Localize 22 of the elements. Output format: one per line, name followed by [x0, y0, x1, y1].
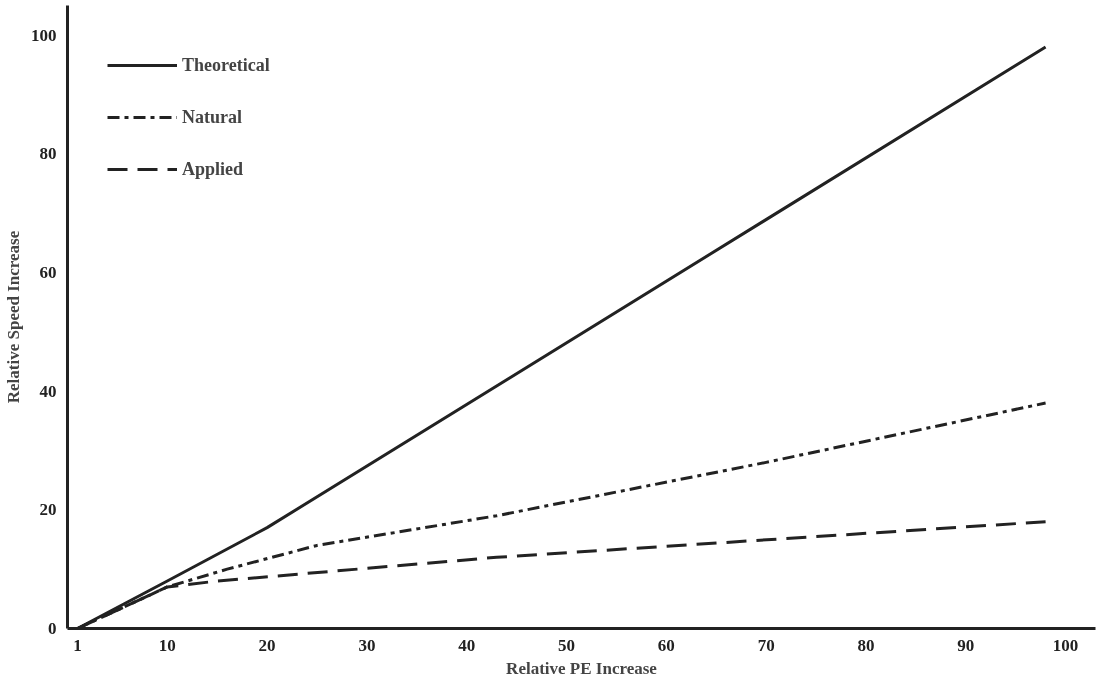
x-tick-label: 40 — [458, 635, 476, 655]
x-tick-label: 1 — [73, 635, 82, 655]
y-tick-label: 100 — [31, 25, 57, 45]
x-tick-label: 80 — [857, 635, 875, 655]
legend-label: Theoretical — [182, 54, 270, 76]
y-tick-label: 20 — [39, 500, 57, 520]
x-tick-label: 90 — [957, 635, 975, 655]
y-tick-label: 0 — [48, 619, 57, 638]
y-tick-label: 40 — [39, 381, 57, 401]
x-tick-label: 20 — [258, 635, 276, 655]
y-axis-title: Relative Speed Increase — [4, 230, 23, 404]
x-tick-label: 10 — [158, 635, 176, 655]
y-tick-label: 60 — [39, 263, 57, 282]
x-tick-label: 60 — [657, 635, 675, 655]
y-tick-label: 80 — [39, 144, 57, 164]
x-tick-label: 70 — [757, 635, 775, 655]
x-tick-label: 100 — [1052, 635, 1079, 655]
legend-label: Natural — [182, 106, 242, 128]
x-axis-title: Relative PE Increase — [506, 658, 658, 678]
x-tick-label: 30 — [358, 635, 376, 655]
x-tick-label: 50 — [558, 635, 576, 655]
legend-label: Applied — [182, 158, 244, 180]
